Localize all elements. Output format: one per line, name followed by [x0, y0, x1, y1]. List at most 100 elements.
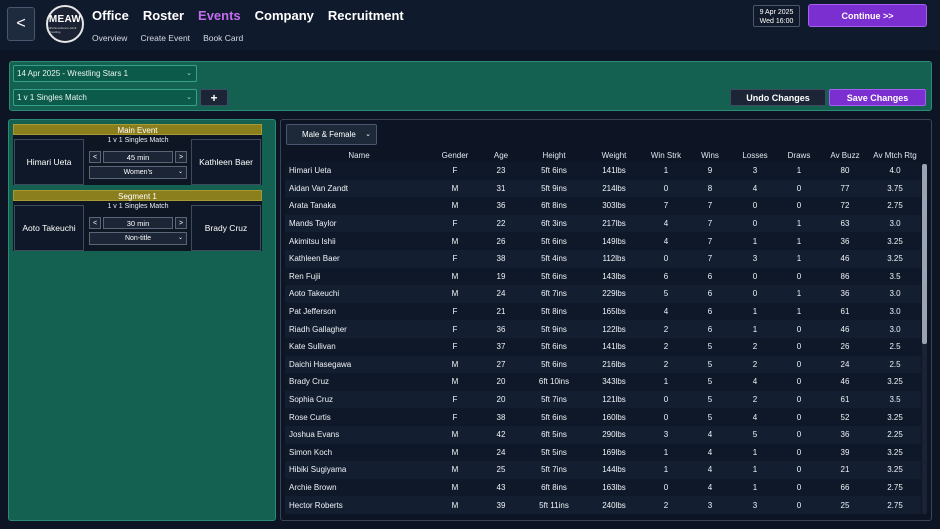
- stat-cell: 0: [645, 179, 687, 198]
- stat-cell: 5: [687, 337, 733, 356]
- wrestler-slot-right[interactable]: Kathleen Baer: [191, 139, 261, 185]
- table-row[interactable]: Ren Fujii M 19 5ft 6ins 143lbs 6 6 0 0 86 3.5: [285, 267, 921, 286]
- stat-cell: 5: [687, 355, 733, 374]
- subnav-create-event[interactable]: Create Event: [140, 33, 191, 43]
- stat-cell: 5ft 9ins: [525, 320, 583, 338]
- stat-cell: 2.75: [869, 478, 921, 497]
- col-losses[interactable]: Losses: [742, 150, 768, 160]
- stat-cell: 121lbs: [583, 390, 645, 409]
- col-av-match-rating[interactable]: Av Mtch Rtg: [873, 150, 917, 160]
- wrestler-name-cell: Sophia Cruz: [285, 390, 433, 409]
- stat-cell: M: [433, 267, 477, 286]
- subnav-overview[interactable]: Overview: [92, 33, 128, 43]
- stat-cell: 144lbs: [583, 461, 645, 479]
- table-row[interactable]: Kate Sullivan F 37 5ft 6ins 141lbs 2 5 2 0 26 2.5: [285, 337, 921, 356]
- col-gender[interactable]: Gender: [441, 150, 469, 160]
- wrestler-slot-right[interactable]: Brady Cruz: [191, 205, 261, 251]
- stat-cell: 0: [777, 461, 821, 479]
- match-header: Segment 1: [13, 190, 262, 201]
- table-row[interactable]: Hibiki Sugiyama M 25 5ft 7ins 144lbs 1 4 1 0 21 3.…: [285, 461, 921, 479]
- stat-cell: 5ft 6ins: [525, 355, 583, 374]
- increase-duration-button[interactable]: >: [175, 217, 187, 229]
- add-match-button[interactable]: +: [200, 89, 228, 106]
- scrollbar-thumb[interactable]: [922, 164, 927, 344]
- nav-office[interactable]: Office: [92, 8, 129, 23]
- increase-duration-button[interactable]: >: [175, 151, 187, 163]
- table-row[interactable]: Riadh Gallagher F 36 5ft 9ins 122lbs 2 6 1 0 46 3.…: [285, 320, 921, 338]
- table-row[interactable]: Pat Jefferson F 21 5ft 8ins 165lbs 4 6 1 1 61 3.0: [285, 302, 921, 321]
- stat-cell: 343lbs: [583, 373, 645, 391]
- stat-cell: 3: [733, 249, 777, 268]
- col-wins[interactable]: Wins: [701, 150, 719, 160]
- nav-company[interactable]: Company: [254, 8, 314, 23]
- table-row[interactable]: Arata Tanaka M 36 6ft 8ins 303lbs 7 7 0 0 72 2.75: [285, 197, 921, 215]
- continue-button[interactable]: Continue >>: [808, 4, 927, 27]
- table-row[interactable]: Brady Cruz M 20 6ft 10ins 343lbs 1 5 4 0 46 3.25: [285, 373, 921, 391]
- chevron-down-icon: ⌄: [365, 131, 371, 138]
- stat-cell: 3: [687, 496, 733, 514]
- stat-cell: 2.5: [869, 337, 921, 356]
- roster-scrollbar[interactable]: [922, 164, 927, 514]
- stat-cell: 21: [821, 461, 869, 479]
- stat-cell: 2.75: [869, 496, 921, 514]
- stat-cell: F: [433, 320, 477, 338]
- stat-cell: M: [433, 443, 477, 462]
- col-av-buzz[interactable]: Av Buzz: [830, 150, 860, 160]
- nav-roster[interactable]: Roster: [142, 8, 185, 23]
- table-row[interactable]: Akimitsu Ishii M 26 5ft 6ins 149lbs 4 7 1 1 36 3.2…: [285, 232, 921, 250]
- stat-cell: 5ft 7ins: [525, 461, 583, 479]
- wrestler-slot-left[interactable]: Aoto Takeuchi: [14, 205, 84, 251]
- wrestler-slot-left[interactable]: Himari Ueta: [14, 139, 84, 185]
- table-row[interactable]: Simon Koch M 24 5ft 5ins 169lbs 1 4 1 0 39 3.25: [285, 443, 921, 462]
- subnav-book-card[interactable]: Book Card: [203, 33, 244, 43]
- division-select[interactable]: Women's ⌄: [89, 166, 187, 179]
- wrestler-name-cell: Rose Curtis: [285, 408, 433, 426]
- stat-cell: 42: [477, 425, 525, 444]
- table-row[interactable]: Aidan Van Zandt M 31 5ft 9ins 214lbs 0 8 4 0 77 3.…: [285, 179, 921, 198]
- table-row[interactable]: Mands Taylor F 22 6ft 3ins 217lbs 4 7 0 1 63 3.0: [285, 214, 921, 233]
- stat-cell: 39: [821, 443, 869, 462]
- col-name[interactable]: Name: [348, 150, 370, 160]
- table-row[interactable]: Daichi Hasegawa M 27 5ft 6ins 216lbs 2 5 2 0 24 2.…: [285, 355, 921, 374]
- table-row[interactable]: Aoto Takeuchi M 24 6ft 7ins 229lbs 5 6 0 1 36 3.0: [285, 285, 921, 303]
- nav-events[interactable]: Events: [198, 8, 241, 23]
- table-header-row: Name Gender Age Height Weight Win Strk W…: [285, 148, 921, 162]
- table-row[interactable]: Rose Curtis F 38 5ft 6ins 160lbs 0 5 4 0 52 3.25: [285, 408, 921, 426]
- col-age[interactable]: Age: [493, 150, 509, 160]
- col-win-streak[interactable]: Win Strk: [650, 150, 682, 160]
- stat-cell: 46: [821, 320, 869, 338]
- stat-cell: 52: [821, 408, 869, 426]
- back-button[interactable]: <: [7, 7, 35, 41]
- event-select-value: 14 Apr 2025 - Wrestling Stars 1: [17, 69, 129, 78]
- stat-cell: 38: [477, 408, 525, 426]
- table-row[interactable]: Archie Brown M 43 6ft 8ins 163lbs 0 4 1 0 66 2.75: [285, 478, 921, 497]
- event-select[interactable]: 14 Apr 2025 - Wrestling Stars 1 ⌄: [13, 65, 197, 82]
- nav-recruitment[interactable]: Recruitment: [327, 8, 404, 23]
- table-row[interactable]: Himari Ueta F 23 5ft 6ins 141lbs 1 9 3 1 80 4.0: [285, 162, 921, 180]
- stat-cell: M: [433, 232, 477, 250]
- table-row[interactable]: Sophia Cruz F 20 5ft 7ins 121lbs 0 5 2 0 61 3.5: [285, 390, 921, 409]
- title-select[interactable]: Non-title ⌄: [89, 232, 187, 245]
- stat-cell: 43: [477, 478, 525, 497]
- undo-changes-button[interactable]: Undo Changes: [730, 89, 826, 106]
- stat-cell: 7: [687, 232, 733, 250]
- stat-cell: 5: [645, 285, 687, 303]
- stat-cell: 3.25: [869, 373, 921, 391]
- match-type-select[interactable]: 1 v 1 Singles Match ⌄: [13, 89, 197, 106]
- stat-cell: 112lbs: [583, 249, 645, 268]
- decrease-duration-button[interactable]: <: [89, 217, 101, 229]
- save-changes-button[interactable]: Save Changes: [829, 89, 926, 106]
- stat-cell: 1: [645, 373, 687, 391]
- table-row[interactable]: Joshua Evans M 42 6ft 5ins 290lbs 3 4 5 0 36 2.25: [285, 425, 921, 444]
- col-height[interactable]: Height: [542, 150, 566, 160]
- stat-cell: 1: [777, 285, 821, 303]
- decrease-duration-button[interactable]: <: [89, 151, 101, 163]
- gender-filter-select[interactable]: Male & Female ⌄: [286, 124, 377, 145]
- table-row[interactable]: Hector Roberts M 39 5ft 11ins 240lbs 2 3 3 0 25 2.…: [285, 496, 921, 514]
- col-draws[interactable]: Draws: [787, 150, 811, 160]
- duration-value: 45 min: [103, 151, 173, 163]
- col-weight[interactable]: Weight: [601, 150, 627, 160]
- table-row[interactable]: Kathleen Baer F 38 5ft 4ins 112lbs 0 7 3 1 46 3.25: [285, 249, 921, 268]
- company-logo[interactable]: MEAW Mild Excellence Adult Wrestling: [46, 5, 84, 43]
- stat-cell: 290lbs: [583, 425, 645, 444]
